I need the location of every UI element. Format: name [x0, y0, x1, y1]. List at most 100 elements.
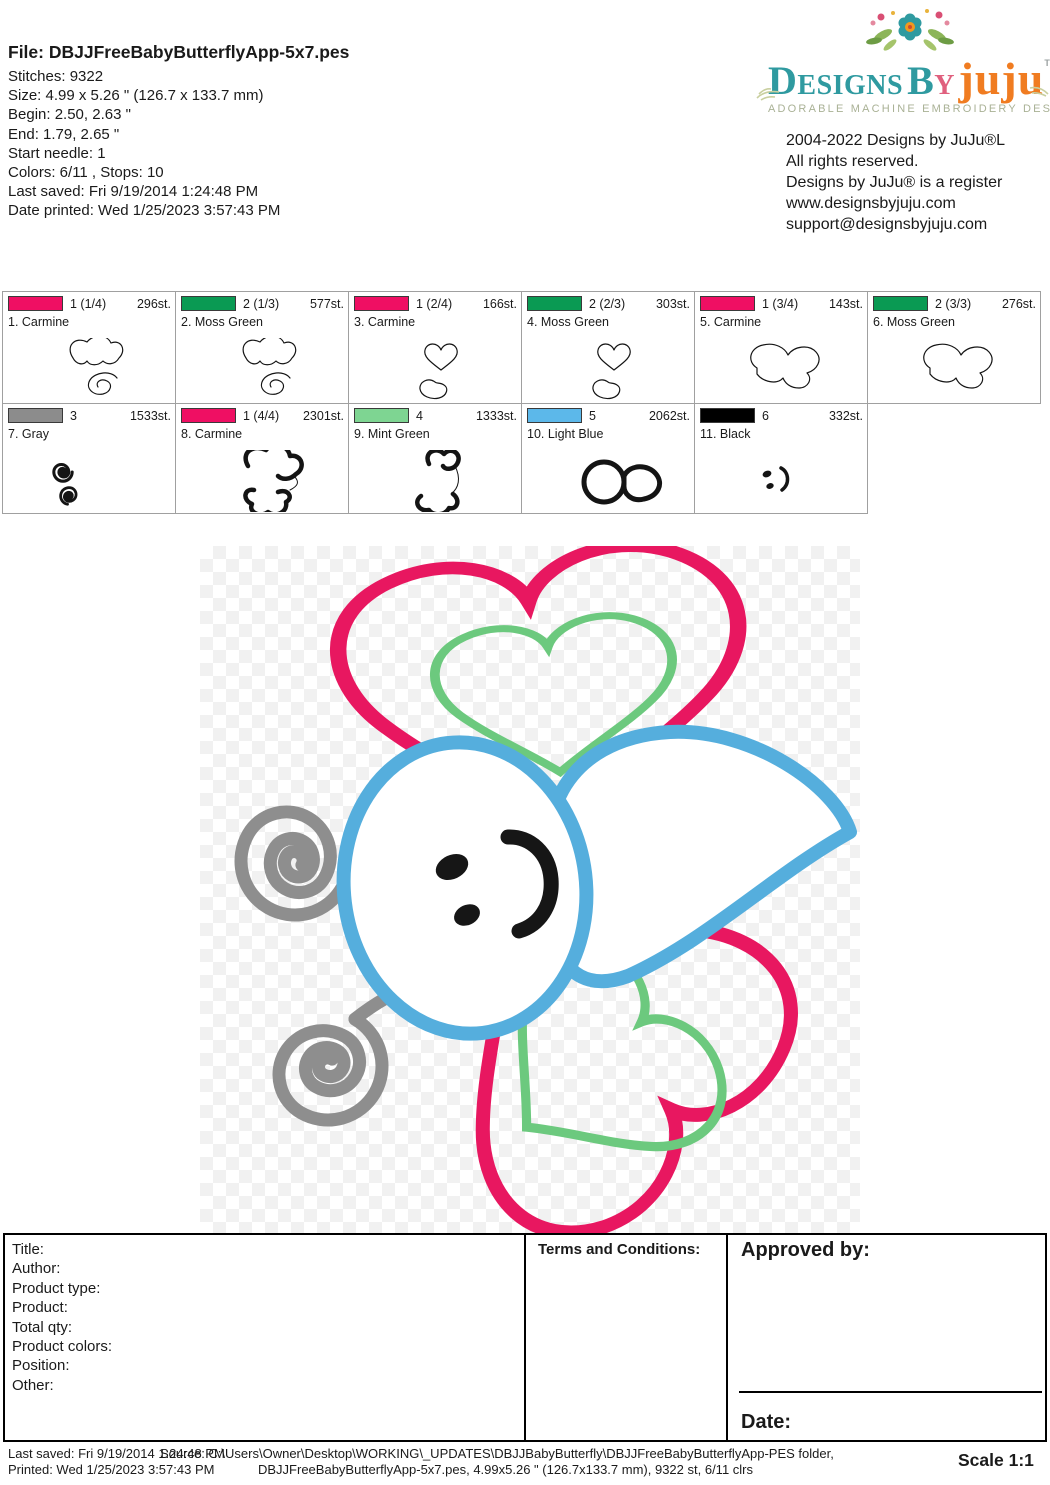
stitch-preview-icon	[52, 463, 78, 506]
field-product: Product:	[12, 1299, 68, 1317]
thread-swatch	[354, 408, 409, 423]
thread-swatch	[181, 296, 236, 311]
scale-label: Scale 1:1	[958, 1450, 1034, 1470]
thread-color-name: 1. Carmine	[8, 315, 70, 329]
form-divider-2	[726, 1233, 728, 1442]
trademark-symbol: TM	[1044, 58, 1050, 68]
copyright-line: All rights reserved.	[786, 153, 919, 170]
stitch-preview-icon	[750, 343, 820, 389]
stitch-preview-icon	[762, 466, 790, 492]
field-product-type: Product type:	[12, 1279, 101, 1297]
needle-number: 1 (1/4)	[70, 296, 107, 311]
color-step-cell-2: 2 (1/3) 577st. 2. Moss Green	[175, 291, 349, 404]
color-step-cell-10: 5 2062st. 10. Light Blue	[521, 403, 695, 514]
terms-and-conditions-label: Terms and Conditions:	[538, 1241, 701, 1258]
color-step-cell-3: 1 (2/4) 166st. 3. Carmine	[348, 291, 522, 404]
needle-number: 5	[589, 408, 596, 423]
copyright-line: 2004-2022 Designs by JuJu®L	[786, 132, 1006, 149]
thread-color-name: 11. Black	[700, 427, 751, 441]
thread-color-name: 4. Moss Green	[527, 315, 609, 329]
needle-number: 2 (3/3)	[935, 296, 972, 311]
date-printed-line: Date printed: Wed 1/25/2023 3:57:43 PM	[8, 202, 281, 220]
stitch-count: 1333st.	[475, 408, 517, 423]
end-line: End: 1.79, 2.65 "	[8, 125, 120, 143]
color-step-cell-11: 6 332st. 11. Black	[694, 403, 868, 514]
color-step-cell-8: 1 (4/4) 2301st. 8. Carmine	[175, 403, 349, 514]
footer-file-summary: DBJJFreeBabyButterflyApp-5x7.pes, 4.99x5…	[258, 1462, 754, 1477]
footer-printed: Printed: Wed 1/25/2023 3:57:43 PM	[8, 1462, 215, 1477]
footer-source-path: Source: C:\Users\Owner\Desktop\WORKING\_…	[160, 1446, 834, 1461]
form-divider-1	[524, 1233, 526, 1442]
needle-number: 3	[70, 408, 77, 423]
needle-number: 2 (1/3)	[243, 296, 280, 311]
stitch-count: 2301st.	[302, 408, 344, 423]
stitch-count: 276st.	[1001, 296, 1036, 311]
stitch-count: 143st.	[828, 296, 863, 311]
needle-number: 1 (2/4)	[416, 296, 453, 311]
stitch-preview-icon	[923, 343, 993, 389]
color-step-cell-6: 2 (3/3) 276st. 6. Moss Green	[867, 291, 1041, 404]
stitch-count: 2062st.	[648, 408, 690, 423]
thread-swatch	[527, 296, 582, 311]
field-other: Other:	[12, 1376, 54, 1394]
footer-last-saved: Last saved: Fri 9/19/2014 1:24:48 PM	[8, 1446, 225, 1461]
body-teardrop	[542, 724, 857, 989]
color-step-cell-4: 2 (2/3) 303st. 4. Moss Green	[521, 291, 695, 404]
approved-by-label: Approved by:	[741, 1239, 870, 1261]
color-step-cell-1: 1 (1/4) 296st. 1. Carmine	[2, 291, 176, 404]
logo-word-juju: juju	[958, 53, 1045, 104]
stitch-preview-icon	[419, 343, 458, 400]
lower-swirl-antenna	[263, 997, 402, 1140]
thread-swatch	[8, 408, 63, 423]
thread-color-name: 2. Moss Green	[181, 315, 263, 329]
thread-swatch	[181, 408, 236, 423]
stitch-count: 303st.	[655, 296, 690, 311]
head-circle	[336, 735, 594, 1041]
field-author: Author:	[12, 1260, 61, 1278]
logo-flower-icon	[866, 9, 954, 51]
color-step-cell-7: 3 1533st. 7. Gray	[2, 403, 176, 514]
color-step-cell-9: 4 1333st. 9. Mint Green	[348, 403, 522, 514]
thread-color-name: 10. Light Blue	[527, 427, 604, 441]
date-label: Date:	[741, 1411, 792, 1433]
order-form-fields: Title: Author: Product type: Product: To…	[12, 1240, 112, 1395]
needle-number: 4	[416, 408, 423, 423]
copyright-block: 2004-2022 Designs by JuJu®L All rights r…	[786, 130, 1005, 235]
thread-swatch	[700, 296, 755, 311]
logo-letter-b: B	[907, 58, 935, 103]
logo-letter-y: y	[934, 58, 955, 103]
stitch-count: 296st.	[136, 296, 171, 311]
butterfly-applique-graphic	[200, 546, 857, 1234]
thread-color-name: 3. Carmine	[354, 315, 416, 329]
eye-left	[435, 853, 469, 881]
copyright-line: Designs by JuJu® is a register	[786, 174, 1003, 191]
field-product-colors: Product colors:	[12, 1338, 113, 1356]
begin-line: Begin: 2.50, 2.63 "	[8, 106, 131, 124]
smile-curve	[500, 829, 559, 939]
smiley-face	[435, 829, 559, 939]
thread-swatch	[873, 296, 928, 311]
needle-number: 1 (3/4)	[762, 296, 799, 311]
website-url: www.designsbyjuju.com	[786, 195, 956, 212]
start-needle-line: Start needle: 1	[8, 144, 106, 162]
needle-number: 1 (4/4)	[243, 408, 280, 423]
brand-logo: Designs By jujuTM	[768, 52, 1050, 105]
stitches-line: Stitches: 9322	[8, 68, 104, 85]
thread-color-name: 8. Carmine	[181, 427, 243, 441]
field-title: Title:	[12, 1241, 44, 1258]
colors-stops-line: Colors: 6/11 , Stops: 10	[8, 164, 164, 182]
logo-word-designs: Designs	[768, 58, 904, 103]
file-name-title: File: DBJJFreeBabyButterflyApp-5x7.pes	[8, 42, 350, 62]
stitch-preview-icon	[242, 338, 297, 395]
stitch-preview-icon	[69, 338, 124, 395]
brand-tagline: ADORABLE MACHINE EMBROIDERY DESIGNS	[768, 103, 1050, 115]
field-position: Position:	[12, 1357, 70, 1375]
thread-color-name: 7. Gray	[8, 427, 49, 441]
left-sprig-icon	[756, 88, 780, 101]
stitch-count: 1533st.	[129, 408, 171, 423]
needle-number: 2 (2/3)	[589, 296, 626, 311]
thread-color-name: 6. Moss Green	[873, 315, 955, 329]
size-line: Size: 4.99 x 5.26 " (126.7 x 133.7 mm)	[8, 87, 264, 105]
stitch-count: 332st.	[828, 408, 863, 423]
